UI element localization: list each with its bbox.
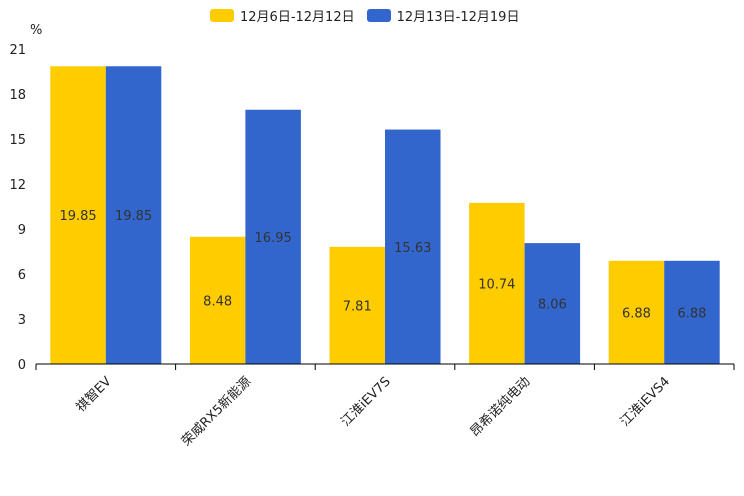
data-label-series-1: 19.85 xyxy=(59,209,96,224)
x-axis: 祺智EV 荣威RX5新能源 江淮iEV7S 昂希诺纯电动 江淮iEVS4 xyxy=(35,363,735,450)
x-category-label: 祺智EV xyxy=(74,374,115,415)
bar-series-1 xyxy=(50,66,106,364)
bar-series-2 xyxy=(245,109,301,364)
bar-series-2 xyxy=(105,66,162,364)
bar-series-1 xyxy=(189,236,246,364)
x-category-label: 荣威RX5新能源 xyxy=(178,374,254,450)
y-axis: 0 3 6 9 12 15 18 21 xyxy=(9,43,26,373)
data-label-series-1: 10.74 xyxy=(478,277,515,292)
bar-series-1 xyxy=(469,202,525,364)
data-label-series-2: 15.63 xyxy=(394,241,431,256)
legend-item-series-2: 12月13日-12月19日 xyxy=(366,6,520,25)
x-category-label: 昂希诺纯电动 xyxy=(468,374,534,440)
y-tick-label: 3 xyxy=(18,313,26,328)
bar-series-1 xyxy=(329,246,385,364)
legend-swatch-series-2 xyxy=(366,9,391,22)
data-label-series-2: 6.88 xyxy=(677,306,706,321)
y-tick-label: 12 xyxy=(9,178,26,193)
y-tick-label: 21 xyxy=(9,43,26,58)
data-label-series-2: 16.95 xyxy=(255,231,292,246)
data-labels-group: 19.85 19.85 8.48 16.95 7.81 15.63 10.74 8.06 6.8… xyxy=(59,209,706,321)
bar-series-1 xyxy=(608,260,665,364)
legend-item-series-1: 12月6日-12月12日 xyxy=(210,6,355,25)
data-label-series-1: 7.81 xyxy=(343,299,372,314)
data-label-series-2: 8.06 xyxy=(538,298,567,313)
y-tick-label: 15 xyxy=(9,133,26,148)
data-label-series-1: 8.48 xyxy=(203,294,232,309)
y-axis-unit-label: % xyxy=(30,23,42,38)
x-category-label: 江淮iEVS4 xyxy=(618,374,673,429)
y-tick-label: 18 xyxy=(9,88,26,103)
bar-series-2 xyxy=(385,129,441,364)
legend-label-series-1: 12月6日-12月12日 xyxy=(240,10,355,25)
legend-label-series-2: 12月13日-12月19日 xyxy=(396,10,520,25)
data-label-series-2: 19.85 xyxy=(115,209,152,224)
legend: 12月6日-12月12日 12月13日-12月19日 xyxy=(210,6,531,25)
y-tick-label: 9 xyxy=(18,223,26,238)
y-tick-label: 6 xyxy=(18,268,26,283)
bar-series-2 xyxy=(664,260,720,364)
legend-swatch-series-1 xyxy=(210,9,234,22)
bar-series-2 xyxy=(524,243,581,364)
y-tick-label: 0 xyxy=(18,358,26,373)
bars-group xyxy=(50,66,720,364)
x-category-label: 江淮iEV7S xyxy=(338,374,393,429)
data-label-series-1: 6.88 xyxy=(622,306,651,321)
